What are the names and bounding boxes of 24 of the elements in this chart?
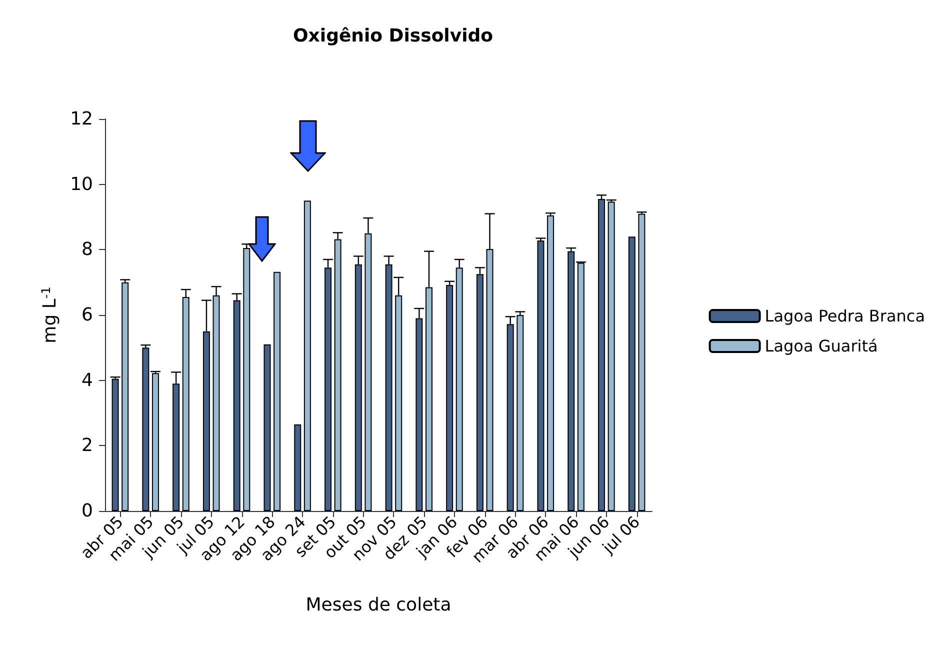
bar xyxy=(274,272,281,511)
bar xyxy=(112,378,119,511)
bar xyxy=(304,200,311,511)
bar xyxy=(537,240,544,511)
y-tick-label: 8 xyxy=(82,239,93,260)
y-tick-label: 4 xyxy=(82,370,93,391)
bar xyxy=(446,284,454,511)
bar xyxy=(264,344,271,511)
bar xyxy=(638,214,646,511)
y-tick-label: 0 xyxy=(82,500,93,522)
y-tick-label: 10 xyxy=(70,174,93,195)
y-tick-label: 12 xyxy=(70,108,93,130)
legend-label: Lagoa Guaritá xyxy=(764,336,878,356)
legend-label: Lagoa Pedra Branca xyxy=(764,306,925,326)
y-tick-label: 6 xyxy=(82,304,93,326)
chart-title: Oxigênio Dissolvido xyxy=(292,26,494,46)
bar xyxy=(152,373,159,511)
y-axis-title: mg L-1 xyxy=(39,286,60,344)
bar xyxy=(577,262,584,511)
y-tick-label: 2 xyxy=(82,435,93,456)
bar xyxy=(294,424,302,511)
x-axis-title: Meses de coleta xyxy=(306,594,452,616)
bar xyxy=(628,236,636,511)
bar xyxy=(608,202,615,511)
